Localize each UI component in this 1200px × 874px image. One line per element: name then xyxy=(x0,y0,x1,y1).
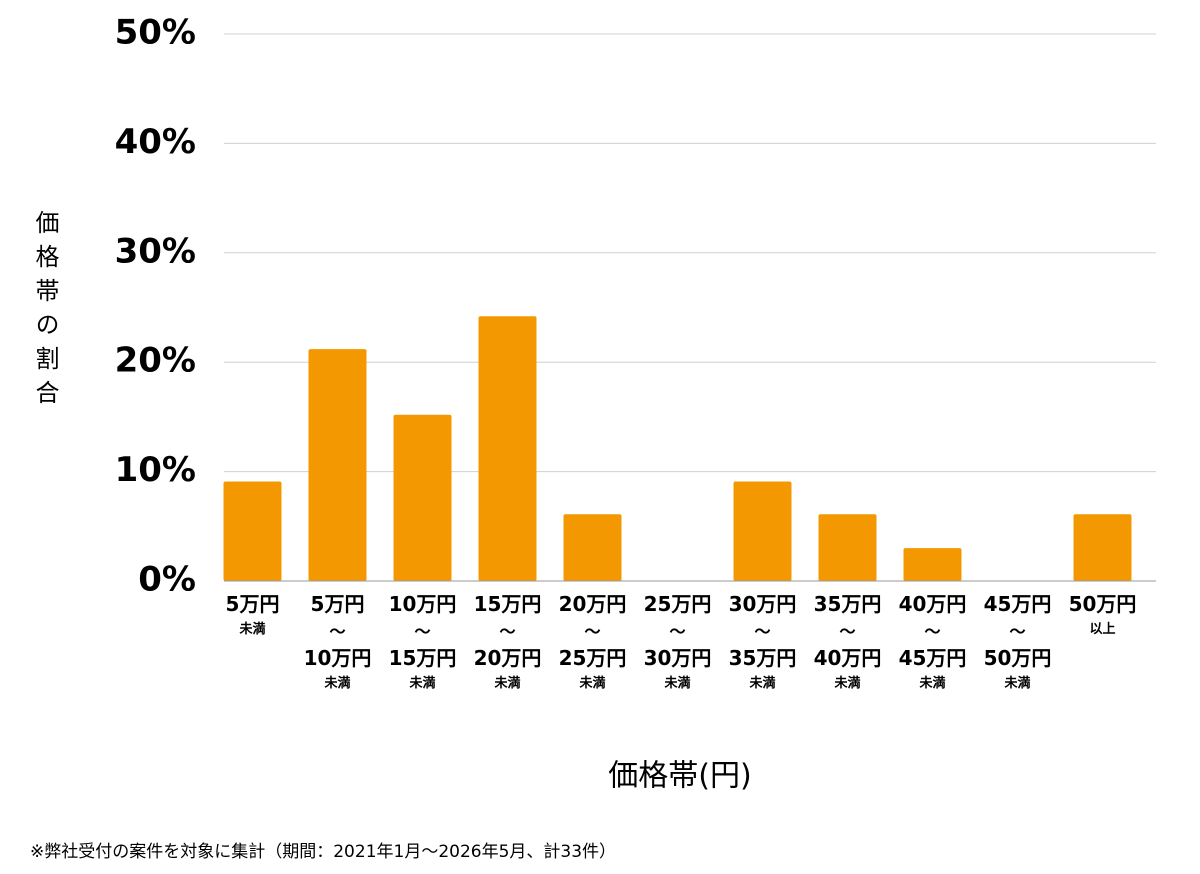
bar xyxy=(308,349,367,581)
x-tick-label: 40万円〜 45万円未満 xyxy=(899,592,967,691)
footnote: ※弊社受付の案件を対象に集計（期間：2021年1月〜2026年5月、計33件） xyxy=(30,842,616,862)
bar xyxy=(563,514,622,581)
y-tick-label: 0% xyxy=(138,560,196,600)
x-tick-label: 5万円未満 xyxy=(226,592,280,637)
bar xyxy=(1073,514,1132,581)
y-axis-label: 価格帯の割合 xyxy=(31,210,59,414)
y-tick-label: 30% xyxy=(115,231,196,271)
bar xyxy=(818,514,877,581)
x-tick-label: 35万円〜 40万円未満 xyxy=(814,592,882,691)
y-tick-label: 50% xyxy=(115,13,196,53)
bar xyxy=(903,548,962,581)
y-tick-label: 20% xyxy=(115,341,196,381)
x-tick-label: 5万円〜 10万円未満 xyxy=(304,592,372,691)
bar xyxy=(733,481,792,581)
y-tick-label: 10% xyxy=(115,450,196,490)
bar xyxy=(478,316,537,581)
bar xyxy=(393,414,452,581)
y-tick-label: 40% xyxy=(115,122,196,162)
x-tick-label: 10万円〜 15万円未満 xyxy=(389,592,457,691)
x-tick-label: 30万円〜 35万円未満 xyxy=(729,592,797,691)
x-tick-label: 25万円〜 30万円未満 xyxy=(644,592,712,691)
x-tick-label: 45万円〜 50万円未満 xyxy=(984,592,1052,691)
x-tick-label: 20万円〜 25万円未満 xyxy=(559,592,627,691)
bar xyxy=(223,481,282,581)
x-axis-label: 価格帯(円) xyxy=(608,759,751,794)
x-tick-label: 15万円〜 20万円未満 xyxy=(474,592,542,691)
x-tick-label: 50万円以上 xyxy=(1069,592,1137,637)
